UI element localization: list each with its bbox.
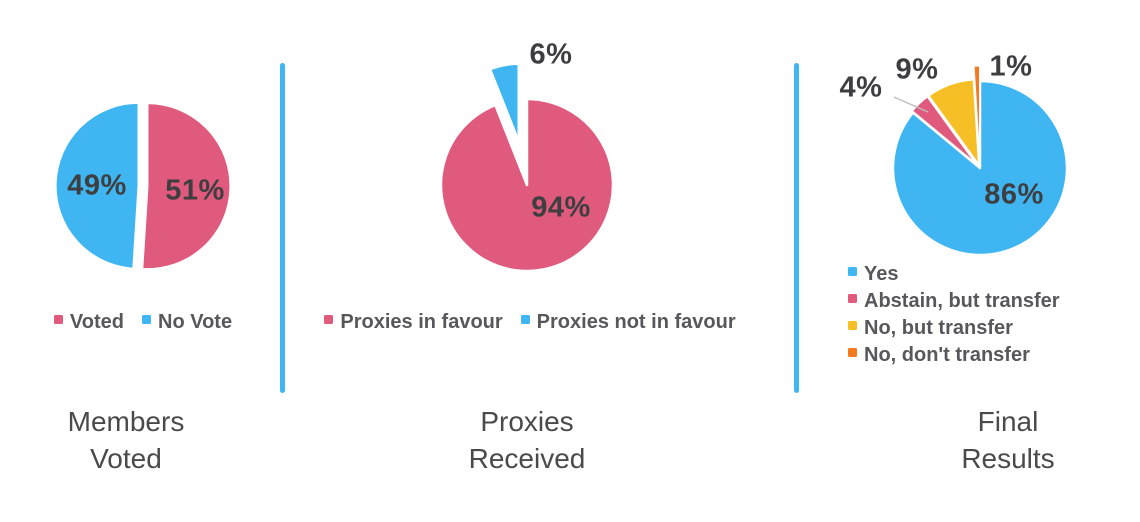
yes-swatch <box>848 267 857 276</box>
proxies-in-favour-swatch <box>324 315 334 324</box>
legend-proxies-received: Proxies in favour Proxies not in favour <box>305 311 755 333</box>
legend-label-proxies-in-favour: Proxies in favour <box>340 311 503 333</box>
no-but-transfer-swatch <box>848 321 857 330</box>
pie-slice-proxies-in-favour <box>439 97 615 273</box>
pie-slice-voted <box>141 102 232 271</box>
legend-final-results: Yes Abstain, but transfer No, but transf… <box>848 263 1060 371</box>
voted-swatch <box>53 315 63 324</box>
legend-item-voted: Voted <box>53 311 124 333</box>
legend-item-abstain-but-transfer: Abstain, but transfer <box>848 290 1060 312</box>
pie-slice-proxies-not-in-favour <box>488 62 521 144</box>
legend-item-proxies-in-favour: Proxies in favour <box>324 311 503 333</box>
chart-title-members-voted: Members Voted <box>67 406 185 474</box>
legend-label-voted: Voted <box>69 311 124 333</box>
legend-item-no-dont-transfer: No, don't transfer <box>848 344 1060 366</box>
pie-slice-no-vote <box>54 101 140 270</box>
pct-label-voted: 51% <box>165 174 225 207</box>
legend-item-no-but-transfer: No, but transfer <box>848 317 1060 339</box>
legend-item-yes: Yes <box>848 263 1060 285</box>
pie-slice-no-but-transfer <box>926 78 981 168</box>
legend-label-abstain-but-transfer: Abstain, but transfer <box>864 290 1060 312</box>
proxies-not-in-favour-swatch <box>520 315 530 324</box>
leader-line-4-percent <box>893 96 929 113</box>
pct-label-proxies-in-favour: 94% <box>531 191 591 224</box>
chart-title-proxies-received: Proxies Received <box>468 406 586 474</box>
divider-line-right <box>794 63 799 393</box>
legend-label-no-vote: No Vote <box>158 311 233 333</box>
pct-label-no-but-transfer: 9% <box>895 53 939 86</box>
pct-label-abstain-but-transfer: 4% <box>839 71 883 104</box>
chart-title-final-results: Final Results <box>961 406 1055 474</box>
pie-members-voted <box>54 101 232 271</box>
pie-proxies-received <box>439 62 615 273</box>
no-dont-transfer-swatch <box>848 348 857 357</box>
legend-label-proxies-not-in-favour: Proxies not in favour <box>536 311 736 333</box>
pct-label-proxies-not-in-favour: 6% <box>529 38 573 71</box>
no-vote-swatch <box>142 315 151 324</box>
pct-label-no-vote: 49% <box>67 169 127 202</box>
pct-label-yes: 86% <box>984 178 1044 211</box>
divider-line-left <box>280 63 285 393</box>
pie-slice-no-don-t-transfer <box>973 65 981 154</box>
pie-final-results <box>891 65 1069 257</box>
pct-label-no-dont-transfer: 1% <box>989 50 1033 83</box>
legend-members-voted: Voted No Vote <box>33 311 253 333</box>
legend-item-no-vote: No Vote <box>142 311 232 333</box>
pie-slice-yes <box>891 79 1069 257</box>
legend-label-no-dont-transfer: No, don't transfer <box>864 344 1030 366</box>
abstain-but-transfer-swatch <box>848 294 857 303</box>
legend-label-no-but-transfer: No, but transfer <box>864 317 1013 339</box>
legend-label-yes: Yes <box>864 263 899 285</box>
legend-item-proxies-not-in-favour: Proxies not in favour <box>520 311 736 333</box>
